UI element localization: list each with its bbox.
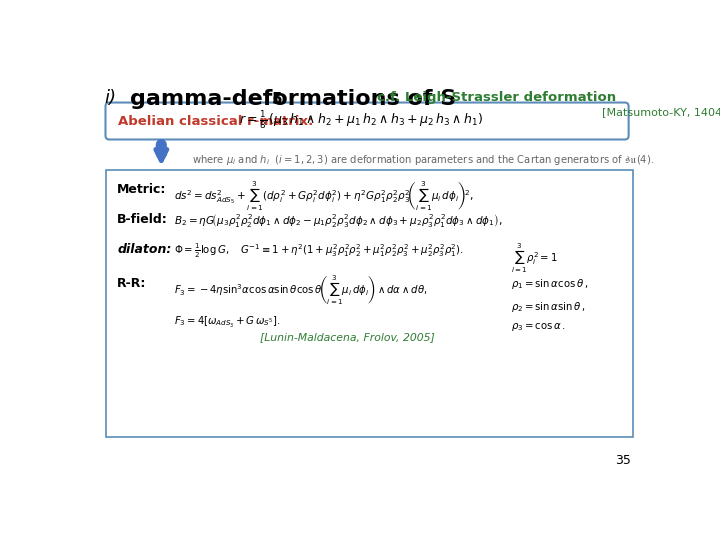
Text: gamma-deformations of S: gamma-deformations of S — [130, 90, 456, 110]
Text: $\rho_1 = \sin\alpha\cos\theta\,,$: $\rho_1 = \sin\alpha\cos\theta\,,$ — [510, 276, 588, 291]
FancyBboxPatch shape — [106, 170, 634, 437]
Text: Metric:: Metric: — [117, 183, 166, 195]
Text: $r = \frac{1}{8}\,(\mu_3\, h_1 \wedge h_2 + \mu_1\, h_2 \wedge h_3 + \mu_2\, h_3: $r = \frac{1}{8}\,(\mu_3\, h_1 \wedge h_… — [239, 109, 482, 131]
Text: i): i) — [104, 90, 116, 107]
Text: $F_3 = -4\eta\sin^3\!\alpha\cos\alpha\sin\theta\cos\theta\!\left(\sum_{i=1}^{3}\: $F_3 = -4\eta\sin^3\!\alpha\cos\alpha\si… — [174, 274, 427, 307]
Text: $ds^2 = ds^2_{AdS_5} + \sum_{i=1}^{3}(d\rho_i^2 + G\rho_i^2 d\phi_i^2) + \eta^2 : $ds^2 = ds^2_{AdS_5} + \sum_{i=1}^{3}(d\… — [174, 180, 473, 213]
Text: $B_2 = \eta G\!\left(\mu_3\rho_1^2\rho_2^2 d\phi_1\wedge d\phi_2 - \mu_1\rho_2^2: $B_2 = \eta G\!\left(\mu_3\rho_1^2\rho_2… — [174, 212, 503, 229]
Text: 35: 35 — [616, 454, 631, 467]
Text: Abelian classical r-matrix:: Abelian classical r-matrix: — [118, 114, 313, 127]
Text: $\rho_3 = \cos\alpha\,.$: $\rho_3 = \cos\alpha\,.$ — [510, 321, 566, 333]
Text: [Lunin-Maldacena, Frolov, 2005]: [Lunin-Maldacena, Frolov, 2005] — [261, 332, 436, 342]
Text: $\sum_{i=1}^{3}\rho_i^2 = 1$: $\sum_{i=1}^{3}\rho_i^2 = 1$ — [510, 242, 557, 275]
Text: [Matsumoto-KY, 1404.1838]: [Matsumoto-KY, 1404.1838] — [601, 107, 720, 117]
Text: 5: 5 — [271, 92, 282, 107]
Text: $F_3 = 4\left[\omega_{AdS_3} + G\,\omega_{S^5}\right].$: $F_3 = 4\left[\omega_{AdS_3} + G\,\omega… — [174, 315, 280, 330]
Text: B-field:: B-field: — [117, 213, 168, 226]
Text: $\Phi = \frac{1}{2}\log G,\quad G^{-1} \equiv 1+\eta^2(1+\mu_3^2\rho_1^2\rho_2^2: $\Phi = \frac{1}{2}\log G,\quad G^{-1} \… — [174, 242, 464, 260]
FancyBboxPatch shape — [106, 103, 629, 139]
Text: c.f. Leigh-Strassler deformation: c.f. Leigh-Strassler deformation — [377, 91, 616, 104]
Text: $\rho_2 = \sin\alpha\sin\theta\,,$: $\rho_2 = \sin\alpha\sin\theta\,,$ — [510, 300, 585, 314]
Text: dilaton:: dilaton: — [117, 244, 171, 256]
Text: where $\mu_i$ and $h_i$  $(i=1,2,3)$ are deformation parameters and the Cartan g: where $\mu_i$ and $h_i$ $(i=1,2,3)$ are … — [192, 153, 654, 167]
Text: R-R:: R-R: — [117, 276, 146, 289]
